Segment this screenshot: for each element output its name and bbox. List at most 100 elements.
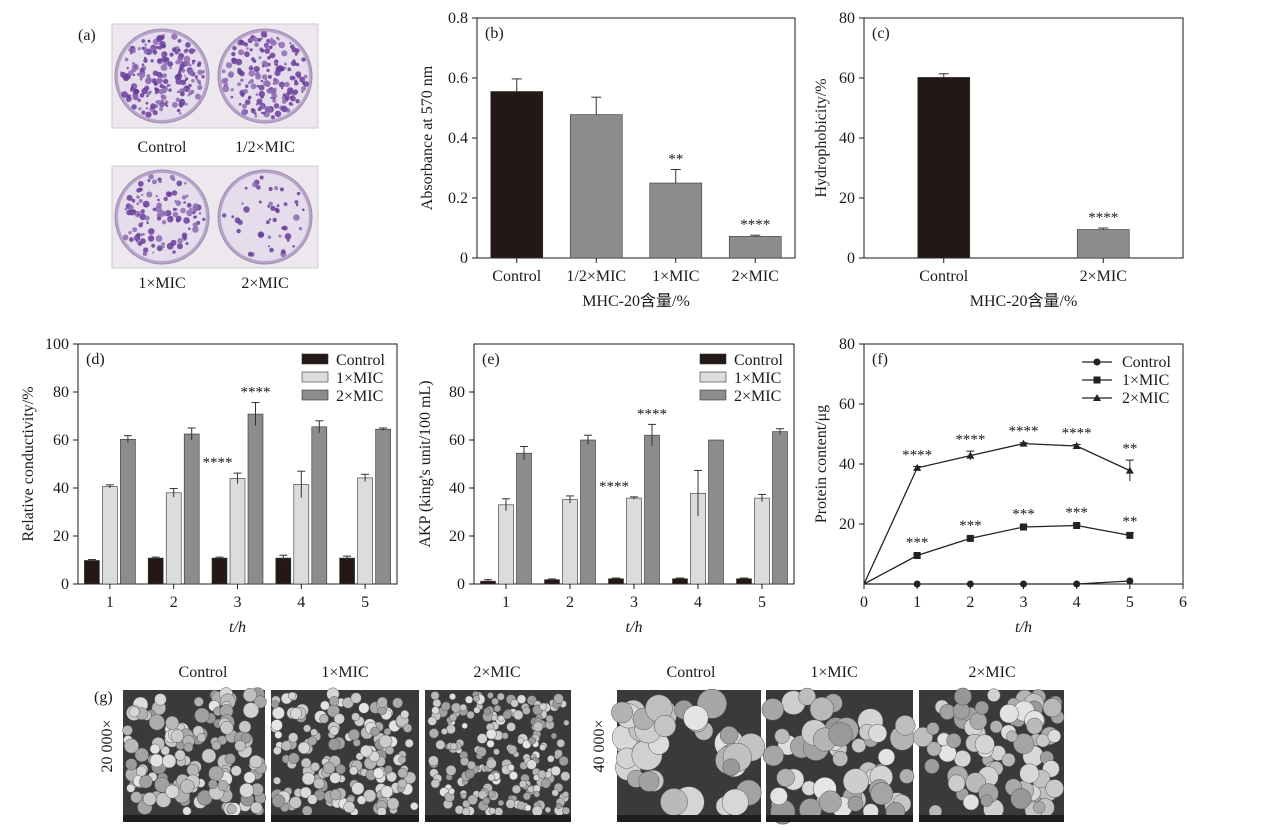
stain-spot: [255, 93, 259, 96]
y-tick-label: 80: [53, 384, 69, 401]
stain-spot: [230, 88, 234, 92]
stain-spot: [156, 35, 163, 42]
bar-d-2-0: [211, 557, 228, 585]
cell-particle: [494, 807, 504, 817]
legend-label: 1×MIC: [734, 370, 781, 387]
stain-spot: [142, 233, 145, 236]
stain-spot: [185, 42, 191, 48]
stain-spot: [273, 103, 280, 109]
cell-particle: [842, 768, 869, 795]
cell-particle: [1013, 733, 1035, 755]
stain-spot: [157, 198, 160, 202]
sem-label-40k-control: Control: [667, 664, 716, 681]
cell-particle: [539, 702, 548, 711]
cell-particle: [385, 745, 395, 755]
bar-d-4-0: [339, 557, 355, 585]
significance-label: ****: [203, 455, 233, 471]
cell-particle: [485, 728, 497, 740]
stain-spot: [180, 207, 186, 214]
well-label-half-mic: 1/2×MIC: [235, 139, 295, 156]
bar-d-4-1: [357, 477, 373, 585]
cell-particle: [528, 736, 537, 745]
stain-spot: [260, 79, 264, 83]
stain-spot: [132, 227, 138, 233]
stain-spot: [267, 235, 272, 239]
cell-particle: [487, 692, 494, 699]
stain-spot: [249, 48, 253, 52]
stain-spot: [195, 77, 199, 81]
cell-particle: [329, 696, 340, 707]
stain-spot: [274, 186, 279, 191]
cell-particle: [271, 794, 286, 808]
stain-spot: [243, 206, 250, 213]
stain-spot: [132, 73, 136, 77]
bar-b-3: [728, 236, 782, 259]
x-tick-label: 6: [1179, 594, 1187, 611]
cell-particle: [507, 764, 515, 772]
stain-spot: [148, 228, 155, 235]
y-tick-label: 20: [839, 516, 855, 533]
cell-particle: [343, 801, 356, 813]
cell-particle: [522, 792, 531, 801]
stain-spot: [147, 179, 151, 183]
stain-spot: [122, 74, 130, 82]
cell-particle: [537, 769, 547, 779]
cell-particle: [301, 805, 313, 817]
marker-square: [913, 552, 921, 559]
cell-particle: [899, 768, 915, 784]
stain-spot: [188, 227, 191, 231]
cell-particle: [482, 796, 491, 805]
cell-particle: [303, 724, 312, 733]
cell-particle: [329, 725, 340, 736]
cell-particle: [445, 765, 457, 776]
legend-label: Control: [734, 352, 783, 369]
stain-spot: [150, 59, 154, 63]
cell-particle: [148, 714, 165, 731]
cell-particle: [501, 732, 509, 740]
cell-particle: [398, 755, 407, 764]
stain-spot: [247, 95, 252, 100]
stain-spot: [167, 216, 174, 223]
significance-label: ****: [599, 479, 629, 495]
cell-particle: [250, 801, 263, 814]
stain-spot: [137, 47, 141, 51]
cell-particle: [488, 807, 496, 815]
stain-spot: [244, 111, 247, 114]
cell-particle: [242, 702, 260, 719]
stain-spot: [144, 204, 147, 207]
stain-spot: [141, 39, 146, 43]
stain-spot: [129, 237, 134, 243]
cell-particle: [851, 738, 867, 753]
chart-e-ylabel: AKP (king's unit/100 mL): [417, 380, 434, 547]
cell-particle: [356, 795, 367, 805]
legend-label: 1×MIC: [1122, 372, 1169, 389]
cell-particle: [486, 739, 495, 748]
stain-spot: [125, 96, 132, 102]
cell-particle: [271, 706, 285, 720]
stain-spot: [258, 200, 262, 204]
stain-spot: [179, 105, 183, 108]
stain-spot: [156, 216, 162, 221]
stain-spot: [177, 238, 183, 244]
stain-spot: [192, 62, 195, 65]
cell-particle: [449, 693, 456, 701]
legend-swatch: [301, 371, 329, 383]
stain-spot: [295, 71, 302, 78]
stain-spot: [175, 60, 180, 65]
significance-label: ****: [241, 385, 271, 401]
bar-c-1: [1076, 229, 1130, 259]
y-tick-label: 40: [53, 480, 69, 497]
stain-spot: [295, 62, 300, 67]
stain-spot: [137, 98, 141, 102]
x-tick-label: 2: [566, 594, 574, 611]
cell-particle: [130, 791, 143, 804]
cell-particle: [136, 765, 147, 777]
stain-spot: [292, 59, 296, 63]
stain-spot: [131, 48, 136, 54]
cell-particle: [451, 702, 462, 713]
stain-spot: [163, 78, 169, 85]
cell-particle: [516, 800, 526, 811]
x-tick-label: 1: [106, 594, 114, 611]
chart-c-panel-label: (c): [872, 25, 890, 42]
x-tick-label: 1: [502, 594, 510, 611]
